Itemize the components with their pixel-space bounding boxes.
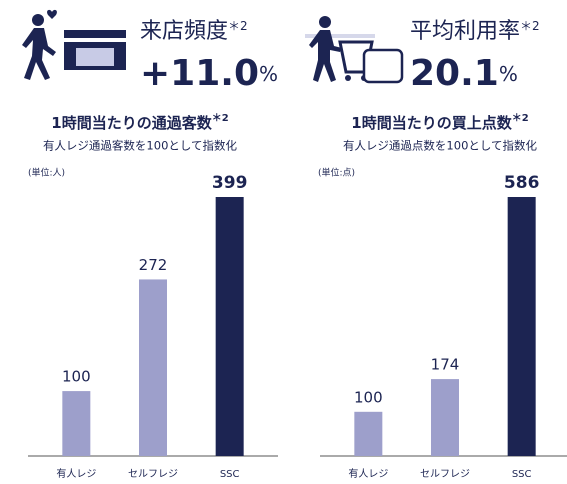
bar [507,197,536,456]
stat: 20.1% [410,53,518,94]
subtitle: 有人レジ通過点数を100として指数化 [343,139,538,153]
stat-label: 平均利用率 [410,19,520,44]
stat-heading: 平均利用率＊2 [410,19,540,45]
bar [62,391,91,456]
unit-label: (単位:人) [28,167,65,179]
chart-title: 1時間当たりの買上点数＊2 [351,112,528,132]
value-label: 586 [504,173,540,193]
stat-value: +11.0 [140,53,259,94]
panel: 平均利用率＊2 20.1% 1時間当たりの買上点数＊2 有人レジ通過点数を100… [318,19,567,480]
bar [431,379,459,456]
title: 1時間当たりの通過客数 [51,114,212,132]
stat-note: ＊2 [520,19,540,33]
unit-label: (単位:点) [318,167,355,179]
walker-icon [22,9,126,80]
x-tick-label: 有人レジ [56,467,96,480]
value-label: 100 [62,368,91,386]
bar [354,411,383,456]
x-tick-label: SSC [220,469,240,480]
panel: 来店頻度＊2 +11.0% 1時間当たりの通過客数＊2 有人レジ通過客数を100… [28,19,278,480]
title-note: ＊2 [212,112,229,124]
stat: +11.0% [140,53,278,94]
value-label: 174 [431,356,460,374]
subtitle: 有人レジ通過客数を100として指数化 [43,139,238,153]
bar [139,279,167,456]
x-tick-label: セルフレジ [420,468,470,480]
cart-icon [305,16,404,84]
stat-unit: % [499,62,518,86]
stat-unit: % [259,62,278,86]
value-label: 100 [354,388,383,406]
title: 1時間当たりの買上点数 [351,114,512,132]
stat-label: 来店頻度 [140,19,228,44]
value-label: 399 [212,173,248,193]
bar [215,197,244,456]
value-label: 272 [139,256,168,274]
stat-value: 20.1 [410,53,499,94]
stat-note: ＊2 [228,19,248,33]
x-tick-label: セルフレジ [128,468,178,480]
x-tick-label: SSC [512,469,532,480]
title-note: ＊2 [512,112,529,124]
x-tick-label: 有人レジ [348,467,388,480]
chart-title: 1時間当たりの通過客数＊2 [51,112,228,132]
stat-heading: 来店頻度＊2 [140,19,248,45]
